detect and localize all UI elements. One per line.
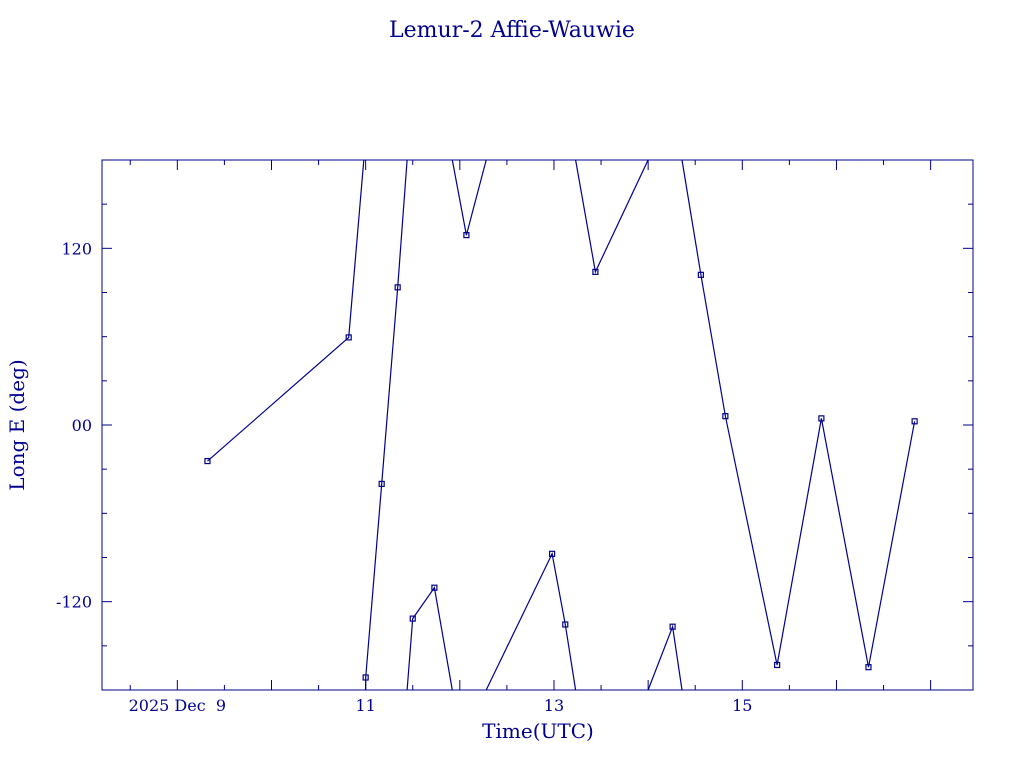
data-point	[548, 550, 556, 557]
series-segment	[647, 624, 683, 691]
data-point	[431, 584, 438, 591]
data-point	[204, 457, 211, 465]
axis-ticks	[102, 160, 973, 690]
data-point	[592, 268, 599, 275]
data-point	[774, 661, 781, 669]
series-segment	[681, 159, 916, 668]
x-tick-label: 15	[732, 696, 752, 715]
series-segment	[575, 159, 649, 274]
y-tick-label: -120	[56, 593, 92, 612]
x-tick-label: 13	[544, 696, 564, 715]
x-tick-label: 2025 Dec 9	[129, 696, 226, 715]
data-point	[669, 623, 676, 630]
data-point	[865, 664, 872, 671]
series-segment	[365, 159, 408, 690]
chart-title: Lemur-2 Affie-Wauwie	[389, 18, 635, 43]
data-markers	[204, 231, 918, 681]
data-point	[697, 271, 704, 278]
data-point	[562, 621, 569, 628]
data-point	[818, 415, 825, 422]
x-tick-label: 11	[355, 696, 375, 715]
data-point	[409, 615, 416, 622]
data-point	[394, 284, 401, 291]
y-axis-label: Long E (deg)	[5, 359, 29, 490]
data-point	[362, 674, 369, 681]
y-tick-label: 120	[61, 239, 92, 258]
series-segment	[406, 586, 453, 691]
y-tick-label: 00	[72, 416, 92, 435]
data-point	[463, 231, 470, 239]
data-point	[722, 413, 729, 420]
series-segment	[207, 159, 365, 462]
data-point	[345, 334, 352, 341]
series-segment	[485, 551, 577, 691]
series-segment	[451, 159, 487, 236]
series-lines	[207, 159, 916, 691]
axis-tick-labels: 2025 Dec 9 11 13 15 120 00 -120	[56, 239, 752, 715]
plot-frame	[101, 159, 974, 691]
data-point	[378, 480, 385, 487]
x-axis-label: Time(UTC)	[482, 719, 594, 743]
data-point	[911, 418, 918, 425]
